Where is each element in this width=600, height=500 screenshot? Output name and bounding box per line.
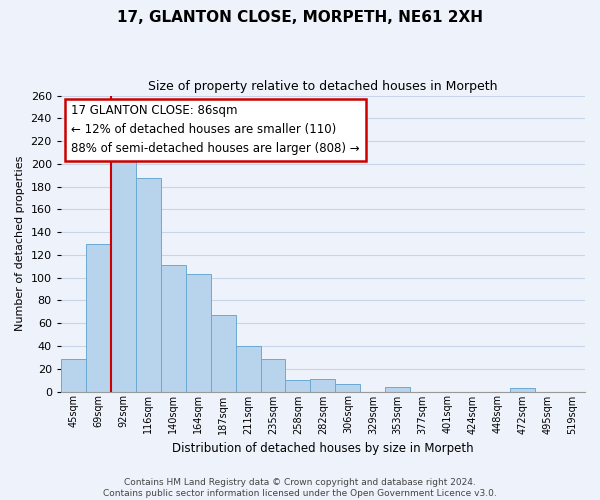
Bar bbox=[385, 387, 410, 392]
Bar bbox=[61, 358, 86, 392]
Bar bbox=[111, 160, 136, 392]
Bar bbox=[310, 379, 335, 392]
Bar bbox=[260, 358, 286, 392]
Bar bbox=[136, 178, 161, 392]
Title: Size of property relative to detached houses in Morpeth: Size of property relative to detached ho… bbox=[148, 80, 497, 93]
Bar bbox=[86, 244, 111, 392]
Bar bbox=[510, 388, 535, 392]
X-axis label: Distribution of detached houses by size in Morpeth: Distribution of detached houses by size … bbox=[172, 442, 474, 455]
Y-axis label: Number of detached properties: Number of detached properties bbox=[15, 156, 25, 331]
Text: Contains HM Land Registry data © Crown copyright and database right 2024.
Contai: Contains HM Land Registry data © Crown c… bbox=[103, 478, 497, 498]
Bar bbox=[286, 380, 310, 392]
Text: 17 GLANTON CLOSE: 86sqm
← 12% of detached houses are smaller (110)
88% of semi-d: 17 GLANTON CLOSE: 86sqm ← 12% of detache… bbox=[71, 104, 360, 156]
Bar bbox=[211, 315, 236, 392]
Bar bbox=[161, 265, 185, 392]
Bar bbox=[236, 346, 260, 392]
Bar bbox=[335, 384, 361, 392]
Bar bbox=[185, 274, 211, 392]
Text: 17, GLANTON CLOSE, MORPETH, NE61 2XH: 17, GLANTON CLOSE, MORPETH, NE61 2XH bbox=[117, 10, 483, 25]
